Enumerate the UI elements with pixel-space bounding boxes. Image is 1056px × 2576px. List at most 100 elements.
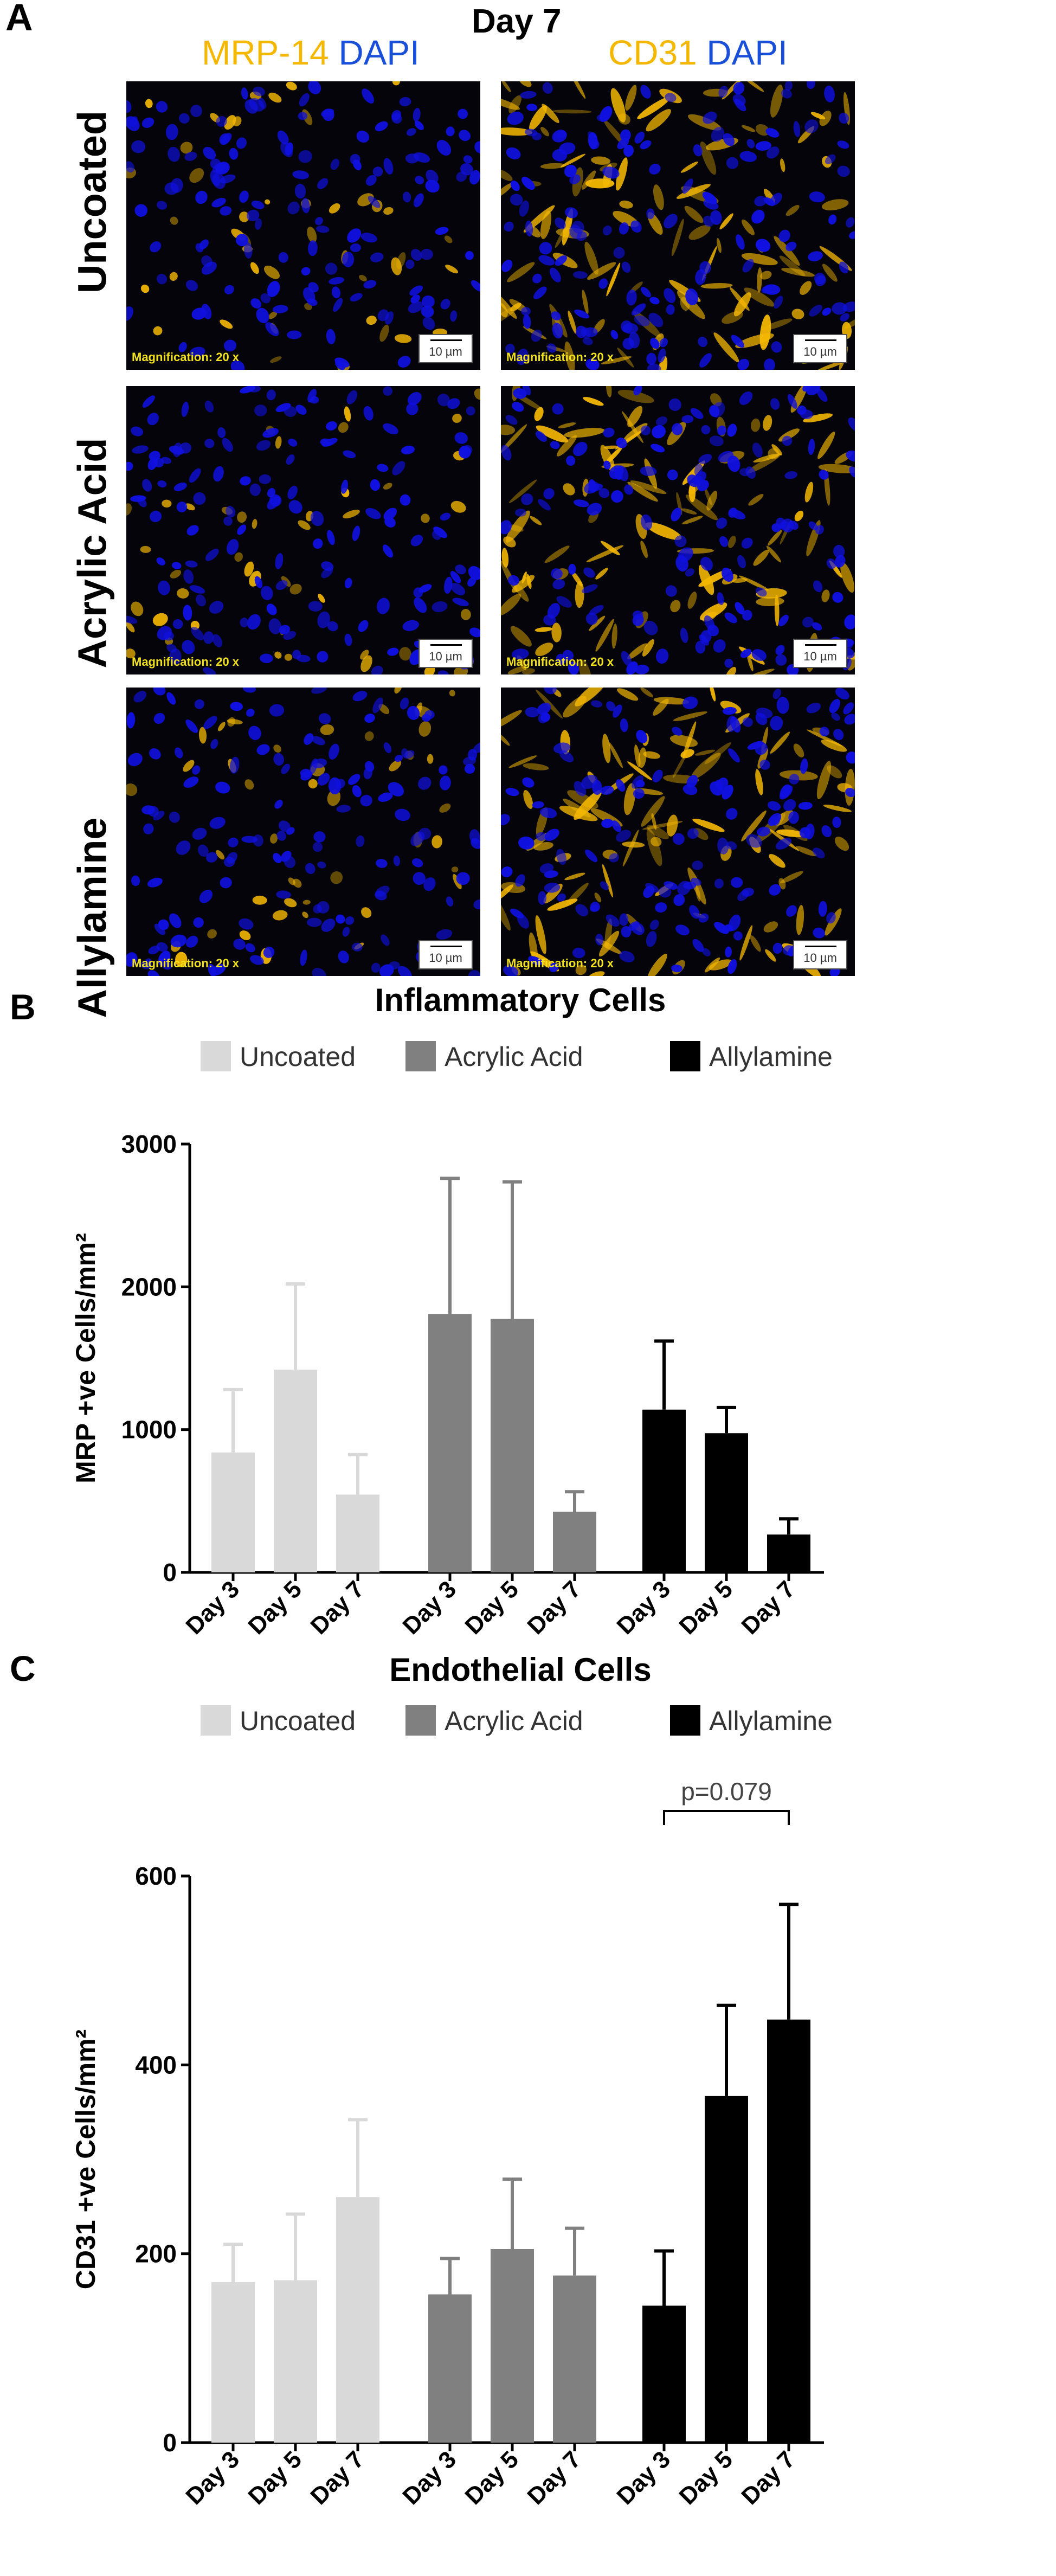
panel-a-title: Day 7 [472,3,562,40]
scale-bar-line [805,339,836,341]
x-tick-label-2-1: Day 5 [674,1576,738,1637]
significance-annotation: p=0.079 [681,1777,772,1806]
chart-endothelial-cells: C Endothelial Cells Uncoated Acrylic Acid Al… [10,1648,833,2510]
bar-2-1 [705,1433,748,1572]
bar-1-0 [428,2294,472,2443]
x-tick-label-1-2: Day 7 [522,2446,586,2510]
scale-bar: 10 µm [793,639,847,668]
bar-0-0 [211,1452,255,1572]
column-header-mrp14: MRP-14 DAPI [202,33,420,73]
row-label-uncoated: Uncoated [69,110,115,294]
y-tick-label-0: 0 [163,2429,177,2457]
chart-inflammatory-cells: B Inflammatory Cells Uncoated Acrylic Acid A… [10,982,833,1637]
panel-letter: C [10,1648,36,1688]
y-tick-label-1: 200 [135,2240,177,2268]
column-header-cd31: CD31 DAPI [608,33,788,73]
micrograph-texture [126,81,480,370]
panel-letter: B [10,987,36,1027]
bar-2-0 [642,2305,686,2443]
x-tick-label-0-2: Day 7 [305,2446,369,2510]
legend-swatch-0 [201,1705,231,1736]
y-axis-label: MRP +ve Cells/mm² [70,1233,101,1483]
scale-bar-line [430,946,462,947]
micrograph-acrylic-mrp14: Magnification: 20 x 10 µm [126,386,480,674]
chart-title: Inflammatory Cells [375,982,666,1018]
legend-label-2: Allylamine [709,1706,833,1736]
x-tick-label-1-2: Day 7 [522,1576,586,1637]
bar-2-1 [705,2096,748,2443]
y-tick-label-2: 400 [135,2051,177,2079]
micrograph-allylamine-cd31: Magnification: 20 x 10 µm [501,688,855,976]
scale-bar-text: 10 µm [429,650,462,663]
legend-swatch-2 [670,1041,700,1071]
scale-bar-text: 10 µm [429,345,462,358]
x-tick-label-0-0: Day 3 [181,1576,244,1637]
bar-0-0 [211,2282,255,2443]
x-tick-label-0-1: Day 5 [243,1576,307,1637]
y-axis-label: CD31 +ve Cells/mm² [70,2029,101,2289]
y-tick-label-3: 3000 [121,1130,177,1158]
legend-swatch-1 [405,1705,436,1736]
x-tick-label-0-2: Day 7 [305,1576,369,1637]
magnification-label: Magnification: 20 x [132,956,240,970]
bar-2-2 [767,1534,810,1572]
scale-bar-text: 10 µm [803,650,837,663]
scale-bar-line [805,644,836,646]
legend-swatch-1 [405,1041,436,1071]
x-tick-label-2-2: Day 7 [736,1576,800,1637]
magnification-label: Magnification: 20 x [132,350,240,364]
y-tick-label-3: 600 [135,1862,177,1890]
micrograph-texture [501,688,855,976]
y-tick-label-0: 0 [163,1558,177,1586]
legend-label-0: Uncoated [240,1706,356,1736]
panel-a-letter: A [5,0,33,38]
x-tick-label-0-0: Day 3 [181,2446,244,2510]
counterstain-label: DAPI [706,33,788,72]
legend-label-2: Allylamine [709,1042,833,1072]
stain-label-mrp14: MRP-14 [202,33,329,72]
scale-bar: 10 µm [793,940,847,969]
bar-1-1 [491,1319,534,1572]
magnification-label: Magnification: 20 x [506,655,614,669]
x-tick-label-1-1: Day 5 [460,1576,524,1637]
scale-bar: 10 µm [418,940,473,969]
micrograph-texture [126,386,480,674]
bar-2-2 [767,2019,810,2443]
scale-bar: 10 µm [418,639,473,668]
x-tick-label-2-1: Day 5 [674,2446,738,2510]
significance-bracket [663,1810,790,1825]
row-label-acrylic-acid: Acrylic Acid [69,438,115,669]
micrograph-uncoated-mrp14: Magnification: 20 x 10 µm [126,81,480,370]
stain-label-cd31: CD31 [608,33,697,72]
bar-0-2 [336,2197,379,2443]
micrograph-texture [126,688,480,976]
bar-2-0 [642,1409,686,1572]
x-tick-label-1-1: Day 5 [460,2446,524,2510]
legend-label-1: Acrylic Acid [445,1042,583,1072]
x-tick-label-1-0: Day 3 [397,2446,461,2510]
magnification-label: Magnification: 20 x [506,350,614,364]
bar-1-1 [491,2249,534,2443]
scale-bar-text: 10 µm [803,951,837,965]
x-tick-label-2-0: Day 3 [611,1576,675,1637]
bar-1-2 [553,2275,596,2443]
bar-1-2 [553,1512,596,1572]
x-tick-label-1-0: Day 3 [397,1576,461,1637]
legend-label-0: Uncoated [240,1042,356,1072]
x-tick-label-2-2: Day 7 [736,2446,800,2510]
y-tick-label-1: 1000 [121,1416,177,1444]
legend-swatch-2 [670,1705,700,1736]
micrograph-acrylic-cd31: Magnification: 20 x 10 µm [501,386,855,674]
x-tick-label-2-0: Day 3 [611,2446,675,2510]
scale-bar-line [805,946,836,947]
magnification-label: Magnification: 20 x [506,956,614,970]
legend-swatch-0 [201,1041,231,1071]
scale-bar-line [430,644,462,646]
bar-0-1 [274,1370,317,1572]
micrograph-uncoated-cd31: Magnification: 20 x 10 µm [501,81,855,370]
bar-1-0 [428,1314,472,1572]
scale-bar-line [430,339,462,341]
micrograph-allylamine-mrp14: Magnification: 20 x 10 µm [126,688,480,976]
micrograph-texture [501,386,855,674]
magnification-label: Magnification: 20 x [132,655,240,669]
